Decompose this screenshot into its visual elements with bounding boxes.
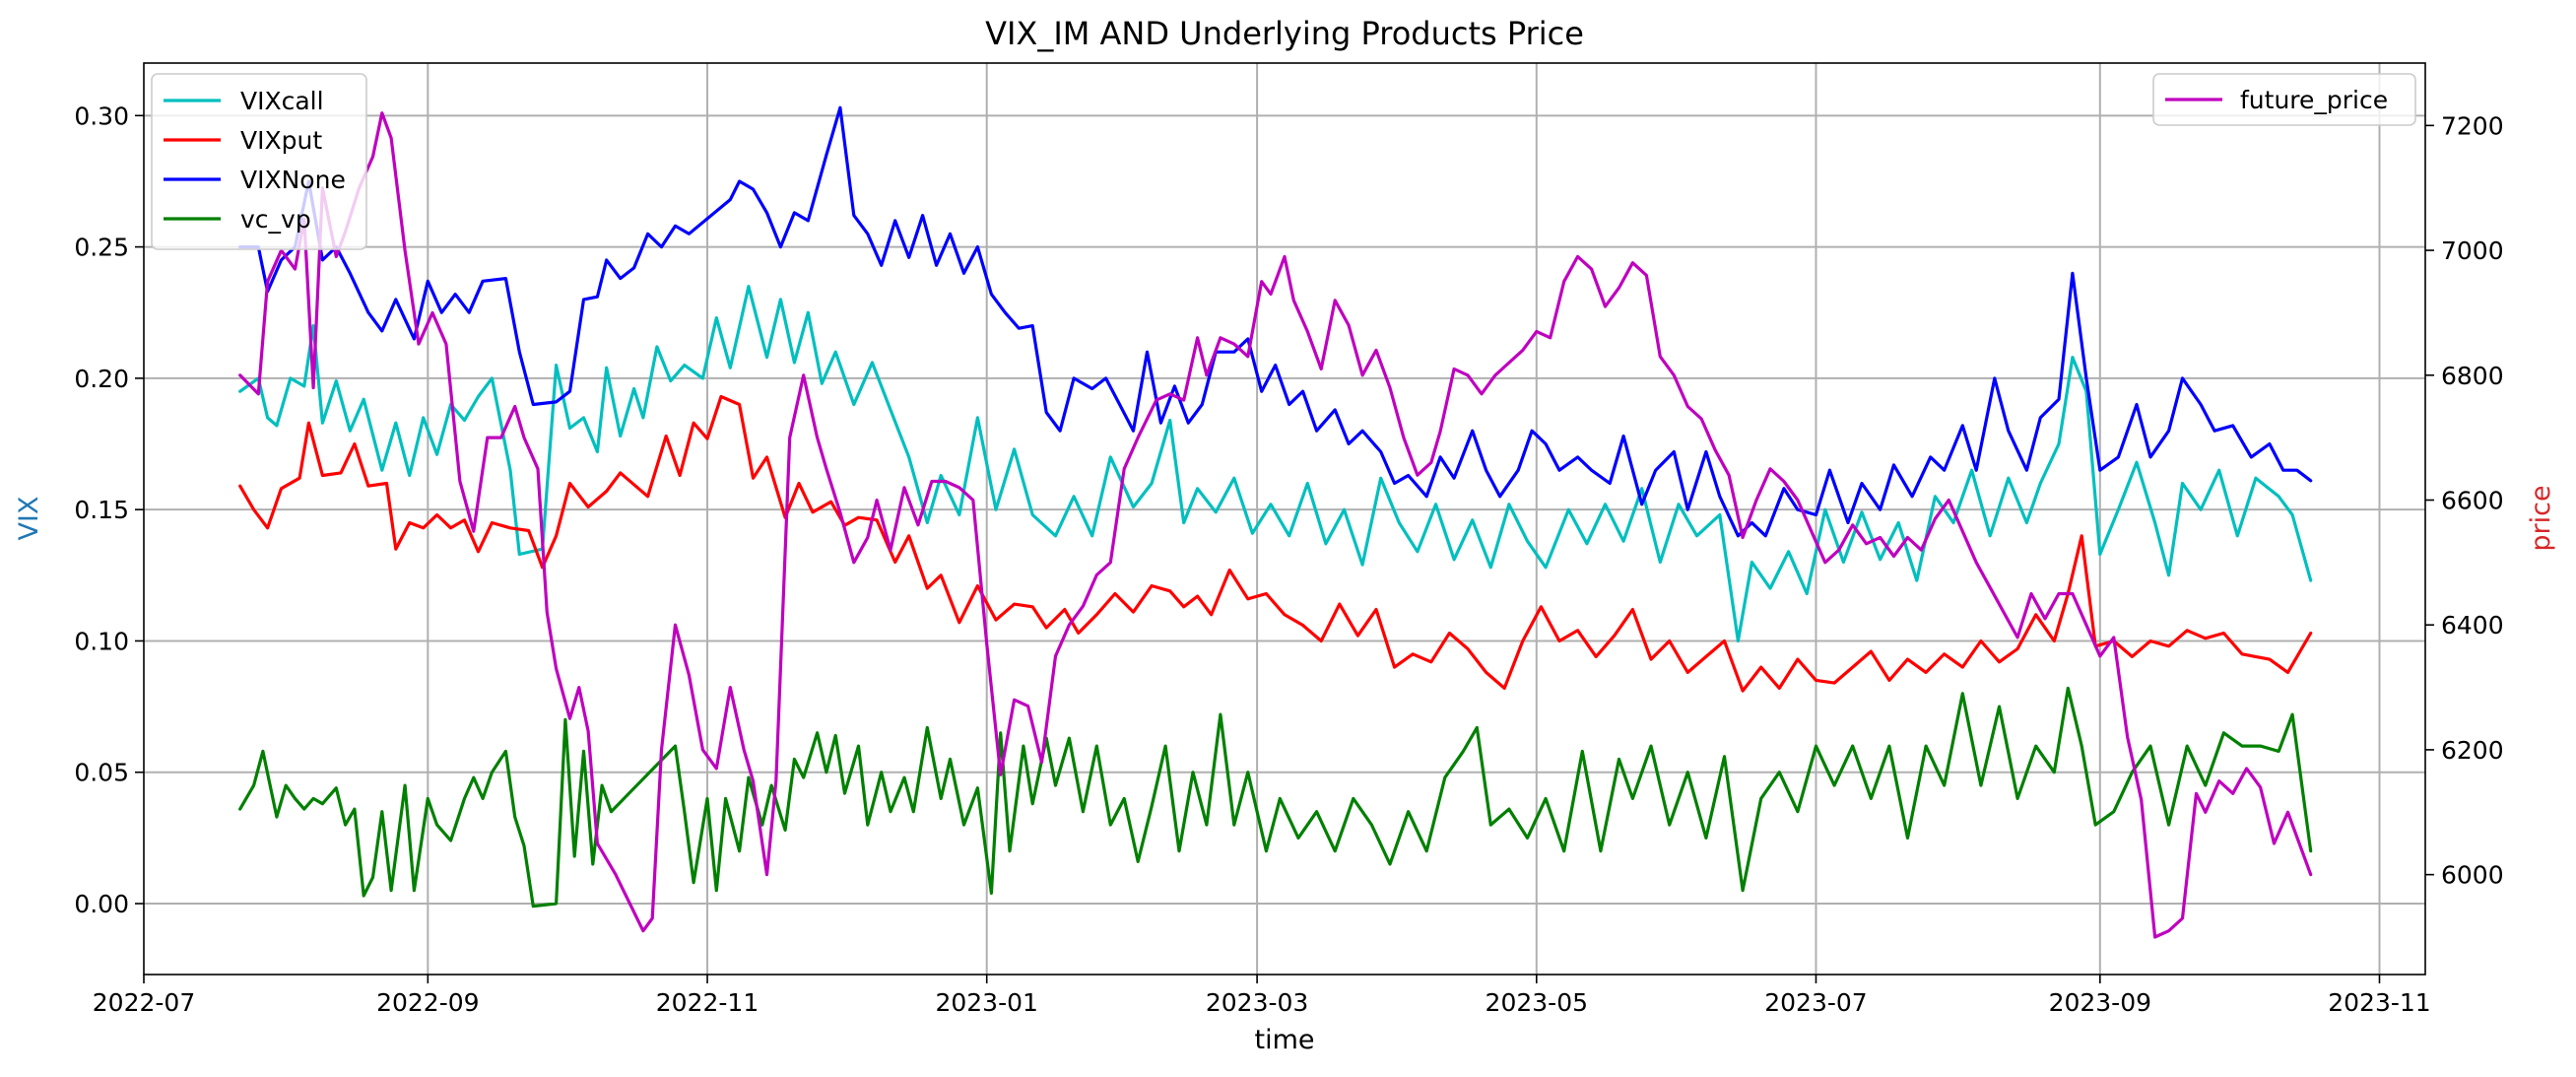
y-left-tick-label: 0.10 [74, 627, 129, 655]
x-tick-label: 2023-03 [1206, 988, 1308, 1017]
y-right-tick-label: 7200 [2441, 111, 2504, 140]
legend-left: VIXcall VIXput VIXNone vc_vp [151, 73, 367, 250]
legend-left-box [151, 73, 367, 250]
chart-title: VIX_IM AND Underlying Products Price [985, 15, 1584, 52]
x-tick-label: 2023-09 [2049, 988, 2151, 1017]
plot-frame [143, 62, 2426, 976]
legend-right-box [2152, 73, 2416, 126]
x-tick-label: 2023-01 [935, 988, 1037, 1017]
y-left-tick-label: 0.05 [74, 759, 129, 787]
grid [144, 63, 2425, 975]
y-right-tick-label: 6400 [2441, 611, 2504, 639]
x-tick-label: 2023-07 [1764, 988, 1867, 1017]
x-tick-label: 2023-05 [1486, 988, 1588, 1017]
y-right-tick-label: 6600 [2441, 486, 2504, 514]
legend-right: future_price [2152, 73, 2416, 126]
y-right-tick-label: 6000 [2441, 861, 2504, 890]
y-axis-right: 6000 6200 6400 6600 6800 7000 7200 [2425, 111, 2504, 890]
y-axis-left: 0.00 0.05 0.10 0.15 0.20 0.25 0.30 [74, 101, 144, 918]
y-left-tick-label: 0.20 [74, 365, 129, 393]
x-axis-label: time [1254, 1025, 1314, 1055]
x-tick-label: 2022-07 [93, 988, 195, 1017]
x-tick-label: 2022-09 [376, 988, 479, 1017]
series-line-vc-vp [238, 686, 2313, 909]
series-line-future-price [238, 111, 2313, 939]
x-tick-label: 2023-11 [2328, 988, 2430, 1017]
y-left-tick-label: 0.30 [74, 101, 129, 130]
y-right-tick-label: 6200 [2441, 736, 2504, 765]
legend-label-vixcall: VIXcall [240, 87, 324, 115]
y-axis-right-label: price [2526, 485, 2556, 551]
y-left-tick-label: 0.15 [74, 496, 129, 524]
x-axis: 2022-07 2022-09 2022-11 2023-01 2023-03 2023-… [93, 975, 2431, 1017]
legend-label-vixput: VIXput [240, 126, 322, 155]
series-line-vixnone [238, 105, 2313, 538]
y-right-tick-label: 7000 [2441, 236, 2504, 265]
series-layer [238, 105, 2313, 939]
y-axis-left-label: VIX [14, 497, 44, 541]
y-right-tick-label: 6800 [2441, 362, 2504, 390]
series-line-vixput [238, 394, 2313, 693]
legend-label-vixnone: VIXNone [240, 166, 346, 194]
x-tick-label: 2022-11 [656, 988, 759, 1017]
y-left-tick-label: 0.00 [74, 890, 129, 918]
y-left-tick-label: 0.25 [74, 234, 129, 262]
legend-label-future-price: future_price [2240, 86, 2388, 114]
legend-label-vc-vp: vc_vp [240, 205, 311, 234]
